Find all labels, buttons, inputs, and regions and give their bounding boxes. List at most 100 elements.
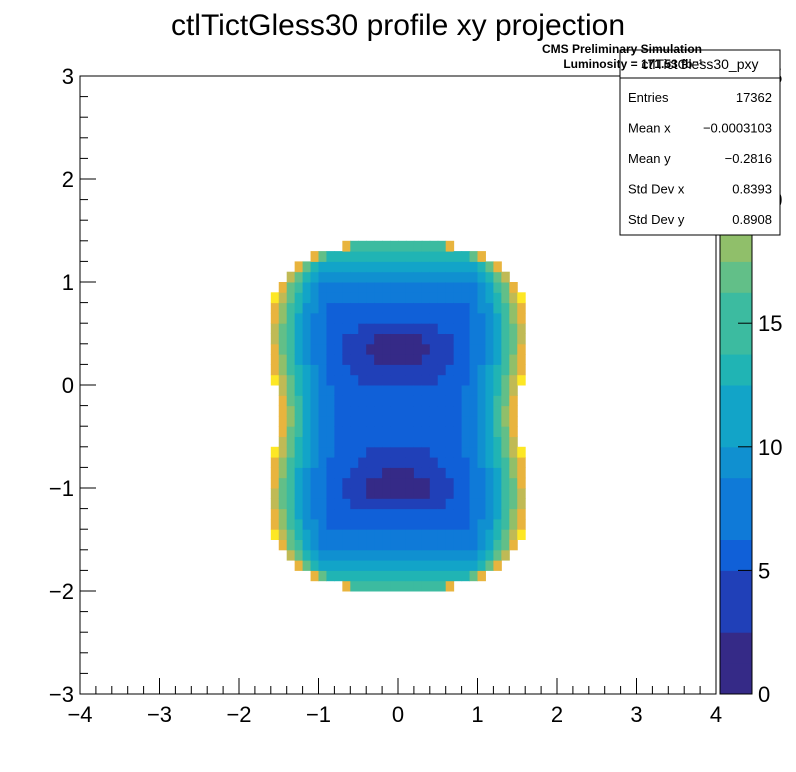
heatmap-cell xyxy=(374,333,383,345)
heatmap-cell xyxy=(326,457,335,468)
heatmap-cell xyxy=(326,343,335,355)
color-scale-band xyxy=(720,570,752,602)
heatmap-cell xyxy=(334,271,343,283)
heatmap-cell xyxy=(445,488,455,499)
heatmap-cell xyxy=(477,529,486,540)
heatmap-cell xyxy=(382,282,391,293)
heatmap-cell xyxy=(318,405,327,417)
heatmap-cell xyxy=(453,312,463,324)
heatmap-cell xyxy=(413,395,423,407)
heatmap-cell xyxy=(374,508,383,520)
heatmap-cell xyxy=(382,426,391,437)
heatmap-cell xyxy=(501,354,510,365)
heatmap-cell xyxy=(350,240,359,252)
heatmap-cell xyxy=(342,446,351,458)
heatmap-cell xyxy=(382,292,391,304)
heatmap-cell xyxy=(318,508,327,520)
heatmap-cell xyxy=(413,240,423,252)
heatmap-cell xyxy=(286,436,296,448)
heatmap-cell xyxy=(318,385,327,396)
heatmap-cell xyxy=(278,333,288,345)
heatmap-cell xyxy=(445,251,455,262)
heatmap-cell xyxy=(437,446,447,458)
color-scale-band xyxy=(720,385,752,417)
heatmap-cell xyxy=(350,292,359,304)
heatmap-cell xyxy=(358,364,367,376)
heatmap-cell xyxy=(278,457,288,468)
heatmap-cell xyxy=(398,282,407,293)
heatmap-cell xyxy=(390,436,399,448)
heatmap-cell xyxy=(485,364,494,376)
heatmap-cell xyxy=(493,385,502,396)
heatmap-cell xyxy=(437,405,447,417)
heatmap-cell xyxy=(350,508,359,520)
heatmap-cell xyxy=(461,385,471,396)
heatmap-cell xyxy=(517,446,526,458)
heatmap-cell xyxy=(509,333,518,345)
heatmap-cell xyxy=(374,282,383,293)
x-tick-label: −2 xyxy=(226,702,251,727)
heatmap-cell xyxy=(501,292,510,304)
stats-label: Mean y xyxy=(628,151,671,166)
heatmap-cell xyxy=(477,323,486,334)
heatmap-cell xyxy=(461,364,471,376)
heatmap-cell xyxy=(477,395,486,407)
color-scale-band xyxy=(720,477,752,510)
heatmap-cell xyxy=(421,343,431,355)
heatmap-cell xyxy=(326,560,335,571)
heatmap-cell xyxy=(437,498,447,510)
heatmap-cell xyxy=(382,560,391,571)
heatmap-cell xyxy=(501,312,510,324)
heatmap-cell xyxy=(350,580,359,592)
heatmap-cell xyxy=(286,488,296,499)
heatmap-cell xyxy=(437,467,447,479)
heatmap-cell xyxy=(342,580,351,592)
heatmap-cell xyxy=(318,323,327,334)
heatmap-cell xyxy=(374,240,383,252)
heatmap-cell xyxy=(461,323,471,334)
heatmap-cell xyxy=(358,343,367,355)
heatmap-cell xyxy=(398,549,407,561)
heatmap-cell xyxy=(318,292,327,304)
heatmap-cell xyxy=(374,292,383,304)
heatmap-cell xyxy=(310,539,319,551)
heatmap-cell xyxy=(445,457,455,468)
heatmap-cell xyxy=(461,457,471,468)
heatmap-cell xyxy=(485,312,494,324)
heatmap-cell xyxy=(405,446,415,458)
heatmap-cell xyxy=(366,580,375,592)
heatmap-cell xyxy=(286,415,296,427)
heatmap-cell xyxy=(445,333,455,345)
heatmap-cell xyxy=(477,374,486,386)
heatmap-cell xyxy=(517,302,526,314)
heatmap-cell xyxy=(278,415,288,427)
heatmap-cell xyxy=(421,457,431,468)
heatmap-cell xyxy=(286,333,296,345)
heatmap-cell xyxy=(334,549,343,561)
stats-label: Mean x xyxy=(628,121,671,136)
heatmap-cell xyxy=(445,477,455,489)
heatmap-cell xyxy=(461,518,471,530)
heatmap-cell xyxy=(270,457,280,468)
heatmap-cell xyxy=(493,426,502,437)
heatmap-cell xyxy=(350,261,359,273)
heatmap-cell xyxy=(302,518,312,530)
heatmap-cell xyxy=(366,271,375,283)
heatmap-cell xyxy=(453,539,463,551)
heatmap-cell xyxy=(302,385,312,396)
heatmap-cell xyxy=(342,415,351,427)
heatmap-cell xyxy=(413,488,423,499)
heatmap-cell xyxy=(413,446,423,458)
heatmap-cell xyxy=(405,415,415,427)
heatmap-cell xyxy=(342,529,351,540)
y-tick-label: 1 xyxy=(62,270,74,295)
heatmap-cell xyxy=(390,354,399,365)
heatmap-cell xyxy=(509,446,518,458)
heatmap-cell xyxy=(477,385,486,396)
heatmap-cell xyxy=(421,529,431,540)
heatmap-cell xyxy=(437,374,447,386)
heatmap-cell xyxy=(358,570,367,582)
heatmap-cell xyxy=(445,292,455,304)
heatmap-cell xyxy=(358,333,367,345)
heatmap-cell xyxy=(318,498,327,510)
